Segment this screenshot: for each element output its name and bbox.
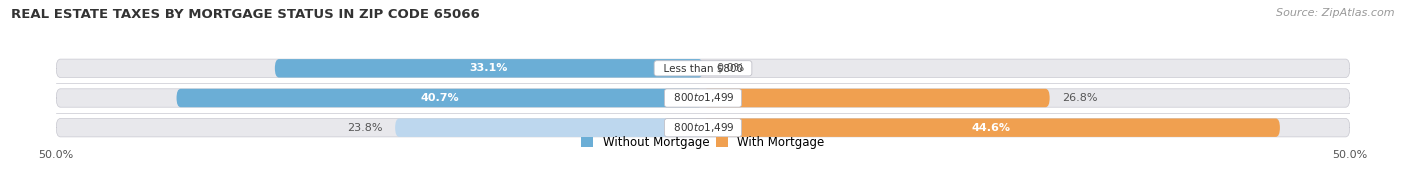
- FancyBboxPatch shape: [56, 119, 1350, 137]
- FancyBboxPatch shape: [703, 119, 1279, 137]
- Text: 23.8%: 23.8%: [347, 123, 382, 133]
- Text: Less than $800: Less than $800: [657, 63, 749, 73]
- FancyBboxPatch shape: [395, 119, 703, 137]
- Text: 33.1%: 33.1%: [470, 63, 508, 73]
- Text: $800 to $1,499: $800 to $1,499: [666, 92, 740, 104]
- Text: $800 to $1,499: $800 to $1,499: [666, 121, 740, 134]
- Text: 40.7%: 40.7%: [420, 93, 460, 103]
- Text: REAL ESTATE TAXES BY MORTGAGE STATUS IN ZIP CODE 65066: REAL ESTATE TAXES BY MORTGAGE STATUS IN …: [11, 8, 479, 21]
- FancyBboxPatch shape: [177, 89, 703, 107]
- FancyBboxPatch shape: [56, 59, 1350, 77]
- Legend: Without Mortgage, With Mortgage: Without Mortgage, With Mortgage: [581, 136, 825, 149]
- FancyBboxPatch shape: [56, 89, 1350, 107]
- Text: Source: ZipAtlas.com: Source: ZipAtlas.com: [1277, 8, 1395, 18]
- Text: 0.0%: 0.0%: [716, 63, 744, 73]
- FancyBboxPatch shape: [274, 59, 703, 77]
- FancyBboxPatch shape: [703, 89, 1050, 107]
- Text: 44.6%: 44.6%: [972, 123, 1011, 133]
- Text: 26.8%: 26.8%: [1063, 93, 1098, 103]
